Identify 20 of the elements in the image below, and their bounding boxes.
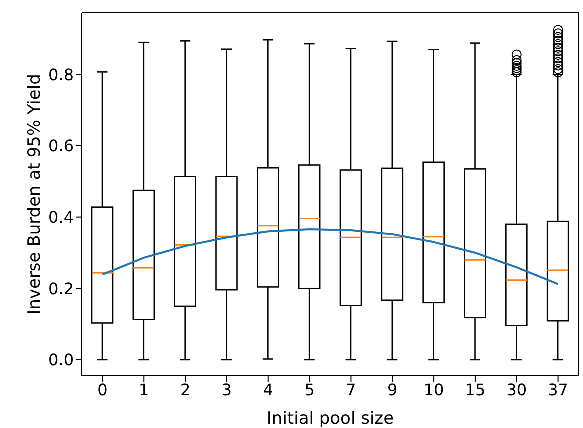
y-axis-title: Inverse Burden at 95% Yield	[25, 74, 46, 315]
y-tick-label: 0.4	[48, 208, 74, 227]
y-tick-label: 0.8	[48, 65, 74, 84]
line-series	[102, 228, 560, 286]
x-tick-label: 10	[424, 380, 444, 400]
y-tick-label: 0.0	[48, 350, 74, 370]
y-tick-label: 0.6	[48, 136, 74, 156]
x-tick-label: 0	[98, 380, 108, 400]
x-tick-label: 3	[222, 380, 232, 400]
x-axis-title: Initial pool size	[266, 409, 394, 428]
y-tick-label: 0.2	[48, 279, 74, 298]
x-tick-label: 2	[180, 380, 191, 400]
x-tick-label: 15	[465, 380, 486, 400]
x-tick-label: 37	[548, 380, 568, 400]
x-tick-label: 4	[263, 380, 274, 400]
x-tick-label: 9	[388, 380, 398, 400]
x-tick-label: 7	[346, 380, 356, 400]
x-tick-label: 1	[139, 380, 150, 400]
x-tick-label: 5	[304, 380, 315, 400]
x-tick-label: 30	[506, 380, 528, 400]
